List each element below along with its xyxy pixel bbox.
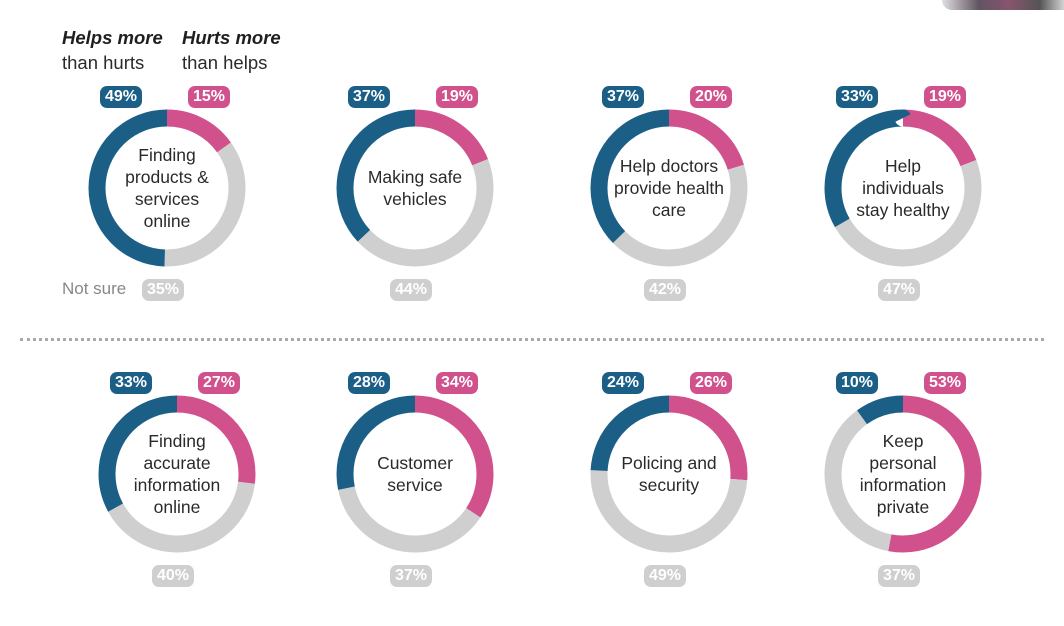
badge-hurts: 53% [924, 372, 967, 394]
legend-hurts-subtitle: than helps [182, 52, 268, 73]
donut-center-label: Making safe vehicles [367, 167, 463, 209]
row-divider [20, 338, 1044, 341]
badge-not-sure: 49% [644, 565, 687, 587]
donut-slice-helps [824, 109, 982, 267]
donut-chart: 37% 20% 42% Help doctors provide health car… [564, 80, 774, 340]
badge-not-sure: 44% [390, 279, 433, 301]
donut-chart: 49% 15% 35% Finding products & services onl… [62, 80, 272, 340]
badge-not-sure: 37% [390, 565, 433, 587]
donut-center-label: Help individuals stay healthy [856, 156, 950, 220]
donut-ring [98, 395, 256, 553]
donut-slice-helps [590, 395, 748, 553]
donut-slice-not-sure [824, 395, 982, 553]
donut-chart: 24% 26% 49% Policing and security [564, 366, 774, 626]
badge-not-sure: 35% [142, 279, 185, 301]
donut-center-label: Help doctors provide health care [614, 156, 724, 220]
donut-slice-not-sure [590, 109, 748, 267]
donut-center-label: Customer service [377, 453, 453, 495]
badge-hurts: 20% [690, 86, 733, 108]
donut-slice-not-sure [88, 109, 246, 267]
badge-hurts: 19% [924, 86, 967, 108]
badge-helps: 49% [100, 86, 143, 108]
badge-hurts: 34% [436, 372, 479, 394]
donut-center-label: Keep personal information private [859, 431, 947, 517]
legend-hurts: Hurts more than helps [182, 25, 281, 75]
badge-not-sure: 42% [644, 279, 687, 301]
badge-helps: 33% [110, 372, 153, 394]
donut-center-label: Finding products & services online [125, 145, 209, 231]
donut-slice-not-sure [336, 109, 494, 267]
donut-center-label: Policing and security [621, 453, 717, 495]
badge-helps: 37% [602, 86, 645, 108]
donut-slice-helps [336, 109, 494, 267]
legend-helps-title: Helps more [62, 27, 163, 48]
donut-ring [336, 109, 494, 267]
badge-helps: 24% [602, 372, 645, 394]
donut-slice-helps [88, 109, 246, 267]
donut-slice-not-sure [590, 395, 748, 553]
badge-helps: 28% [348, 372, 391, 394]
donut-chart: 10% 53% 37% Keep personal information priva… [798, 366, 1008, 626]
badge-helps: 37% [348, 86, 391, 108]
donut-chart: 33% 27% 40% Finding accurate information on… [72, 366, 282, 626]
legend-helps-subtitle: than hurts [62, 52, 145, 73]
donut-ring [824, 395, 982, 553]
badge-not-sure: 47% [878, 279, 921, 301]
badge-not-sure: 40% [152, 565, 195, 587]
donut-slice-helps [98, 395, 256, 553]
donut-chart: 37% 19% 44% Making safe vehicles [310, 80, 520, 340]
donut-ring [590, 395, 748, 553]
badge-helps: 33% [836, 86, 879, 108]
donut-slice-not-sure [824, 109, 982, 267]
badge-hurts: 15% [188, 86, 231, 108]
donut-ring [590, 109, 748, 267]
video-thumbnail-fragment [942, 0, 1064, 10]
badge-helps: 10% [836, 372, 879, 394]
donut-slice-not-sure [98, 395, 256, 553]
donut-slice-helps [336, 395, 494, 553]
donut-chart: 28% 34% 37% Customer service [310, 366, 520, 626]
badge-hurts: 19% [436, 86, 479, 108]
donut-center-label: Finding accurate information online [133, 431, 221, 517]
donut-slice-helps [590, 109, 748, 267]
legend-hurts-title: Hurts more [182, 27, 281, 48]
donut-slice-not-sure [336, 395, 494, 553]
legend-not-sure: Not sure [62, 279, 127, 298]
badge-hurts: 26% [690, 372, 733, 394]
donut-slice-helps [824, 395, 982, 553]
donut-ring [88, 109, 246, 267]
donut-ring [336, 395, 494, 553]
legend-helps: Helps more than hurts [62, 25, 163, 75]
badge-not-sure: 37% [878, 565, 921, 587]
badge-hurts: 27% [198, 372, 241, 394]
donut-chart: 33% 19% 47% Help individuals stay healthy [798, 80, 1008, 340]
donut-ring [824, 109, 982, 267]
